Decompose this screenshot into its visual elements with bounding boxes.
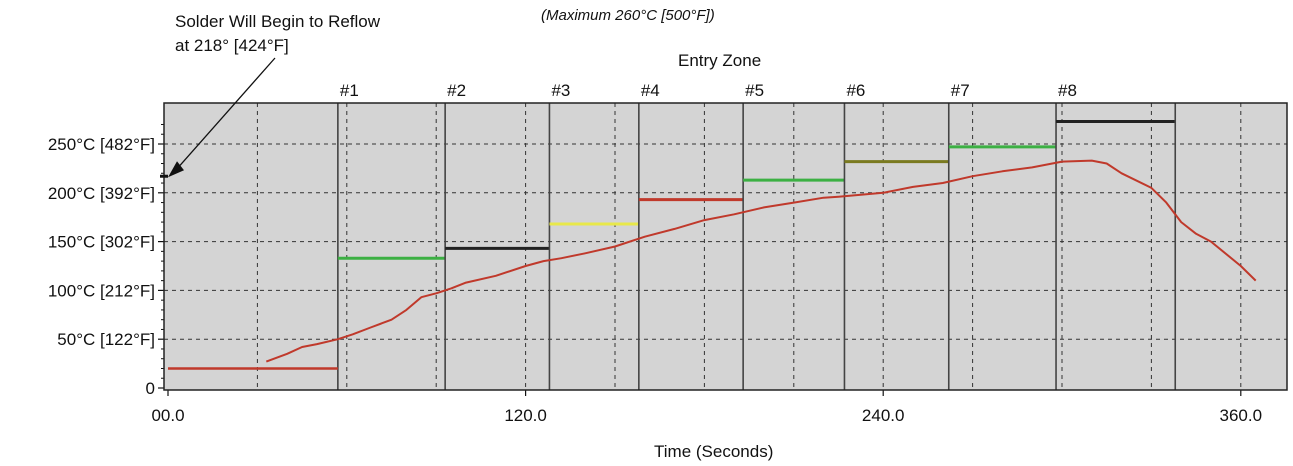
- y-tick-label: 0: [146, 379, 155, 398]
- x-axis-label: Time (Seconds): [654, 442, 773, 461]
- reflow-arrow-line: [173, 57, 276, 173]
- zone-label: #3: [551, 81, 570, 100]
- reflow-annotation-line2: at 218° [424°F]: [175, 36, 289, 55]
- zone-label: #6: [846, 81, 865, 100]
- zone-label: #2: [447, 81, 466, 100]
- plot-background: [164, 103, 1287, 390]
- y-tick-label: 100°C [212°F]: [48, 281, 155, 300]
- zone-label: #1: [340, 81, 359, 100]
- y-tick-label: 250°C [482°F]: [48, 135, 155, 154]
- temperature-profile-line: [265, 159, 1257, 363]
- chart-subtitle: (Maximum 260°C [500°F]): [541, 7, 715, 24]
- y-tick-label: 200°C [392°F]: [48, 184, 155, 203]
- zone-label: #8: [1058, 81, 1077, 100]
- entry-zone-label: Entry Zone: [678, 51, 761, 70]
- x-tick-label: 240.0: [862, 406, 905, 425]
- y-tick-label: 150°C [302°F]: [48, 233, 155, 252]
- reflow-annotation-line1: Solder Will Begin to Reflow: [175, 12, 381, 31]
- plot-frame: [163, 102, 1288, 391]
- x-tick-label: 120.0: [504, 406, 547, 425]
- zone-label: #4: [641, 81, 660, 100]
- zone-label: #7: [951, 81, 970, 100]
- y-tick-label: 50°C [122°F]: [57, 330, 155, 349]
- zone-label: #5: [745, 81, 764, 100]
- x-tick-label: 360.0: [1220, 406, 1263, 425]
- reflow-arrow-head: [168, 161, 184, 178]
- x-tick-label: 00.0: [151, 406, 184, 425]
